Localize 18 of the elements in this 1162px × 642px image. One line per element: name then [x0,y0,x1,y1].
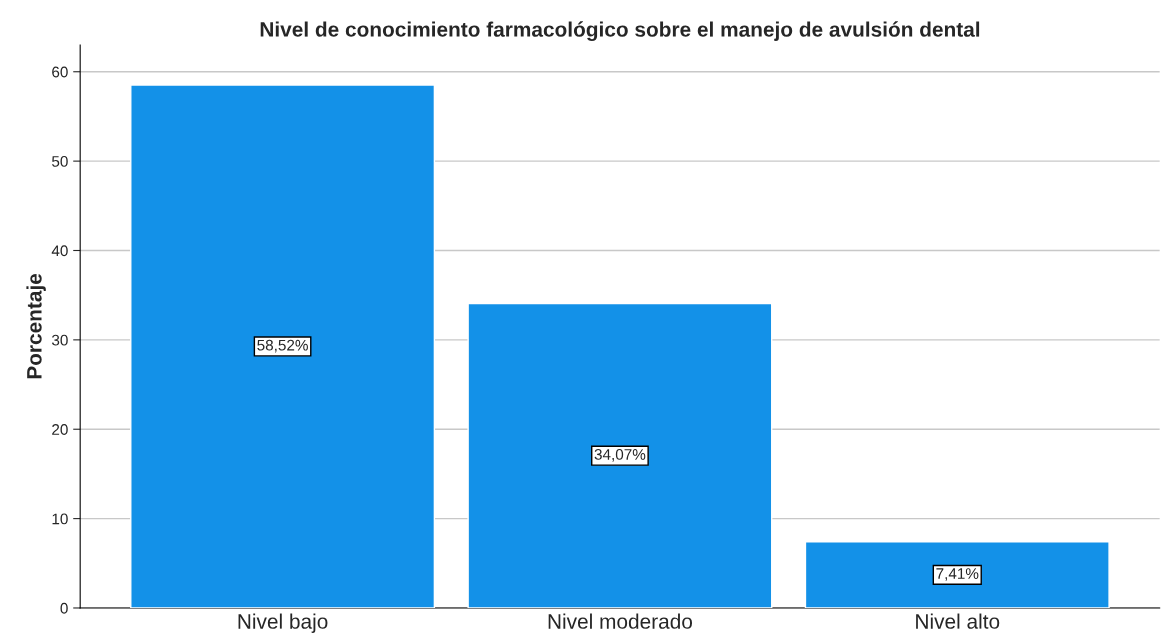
bar [467,302,773,608]
y-tick-label: 30 [51,334,68,346]
chart-title: Nivel de conocimiento farmacológico sobre el manejo de avulsión dental [260,21,980,42]
data-label: 34,07% [594,449,646,462]
data-label: 58,52% [257,339,308,353]
y-tick-label: 60 [52,66,68,78]
data-label: 7,41% [936,568,979,581]
bar [804,541,1110,608]
y-tick-label: 20 [52,424,68,435]
y-tick-label: 50 [51,155,68,167]
x-tick-label: Nivel moderado [548,613,693,629]
y-tick-label: 0 [60,602,68,614]
bar [130,84,436,608]
y-axis-title: Porcentaje [26,273,46,379]
x-tick-label: Nivel bajo [238,613,328,633]
y-tick-label: 10 [52,513,68,525]
x-tick-label: Nivel alto [916,613,1000,629]
y-tick-label: 40 [51,245,68,257]
